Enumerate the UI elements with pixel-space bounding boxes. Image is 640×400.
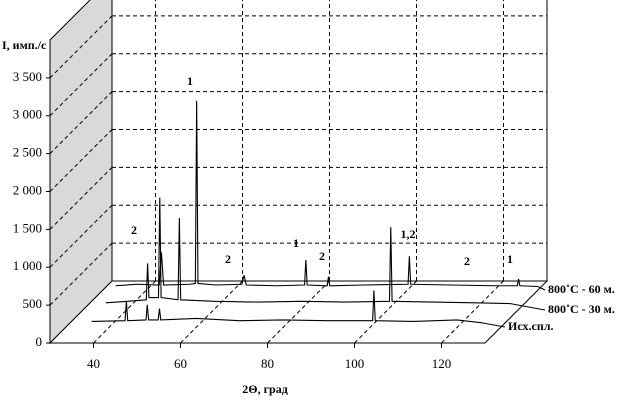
y-axis-label: I, имп./с xyxy=(2,38,47,52)
x-tick-label: 40 xyxy=(87,356,100,371)
series-label: Исх.спл. xyxy=(508,319,553,333)
grid-line xyxy=(180,280,243,344)
y-tick-label: 3 000 xyxy=(13,107,42,122)
y-tick-label: 1 000 xyxy=(13,258,42,273)
x-tick-label: 120 xyxy=(432,356,452,371)
grid-line xyxy=(267,280,330,344)
grid-line xyxy=(49,15,113,79)
grid-line xyxy=(49,167,113,230)
x-tick-label: 60 xyxy=(174,356,187,371)
legend-leader xyxy=(510,303,546,311)
grid-line xyxy=(49,91,113,154)
series-label: 800˚С - 30 м. xyxy=(548,302,615,316)
grid-line xyxy=(49,204,113,268)
y-tick-label: 2 500 xyxy=(13,145,42,160)
grid-line xyxy=(49,53,113,117)
series-label: 800˚С - 60 м. xyxy=(548,282,615,296)
x-axis-label: 2Θ, град xyxy=(242,382,288,396)
series-line xyxy=(91,290,484,324)
y-tick-label: 500 xyxy=(23,296,43,311)
series-line xyxy=(105,197,511,305)
annotation: 2 xyxy=(131,223,137,237)
y-tick-label: 2 000 xyxy=(13,182,42,197)
grid-line xyxy=(441,280,504,344)
y-tick-label: 0 xyxy=(36,334,43,349)
grid-line xyxy=(49,242,113,306)
x-tick-label: 80 xyxy=(261,356,274,371)
legend-leader xyxy=(537,286,546,291)
grid-line xyxy=(93,280,156,344)
grid-line xyxy=(49,129,113,192)
annotation: 1,2 xyxy=(401,227,416,241)
annotation: 2 xyxy=(464,254,470,268)
series-line xyxy=(115,100,538,288)
annotation: 1 xyxy=(507,252,513,266)
annotation: 1 xyxy=(293,236,299,250)
grid-line xyxy=(354,280,417,344)
x-tick-label: 100 xyxy=(345,356,365,371)
annotation: 2 xyxy=(319,249,325,263)
annotation: 1 xyxy=(187,74,193,88)
legend-leader xyxy=(483,322,506,328)
y-tick-label: 1 500 xyxy=(13,220,42,235)
annotation: 2 xyxy=(225,252,231,266)
y-tick-label: 3 500 xyxy=(13,69,42,84)
